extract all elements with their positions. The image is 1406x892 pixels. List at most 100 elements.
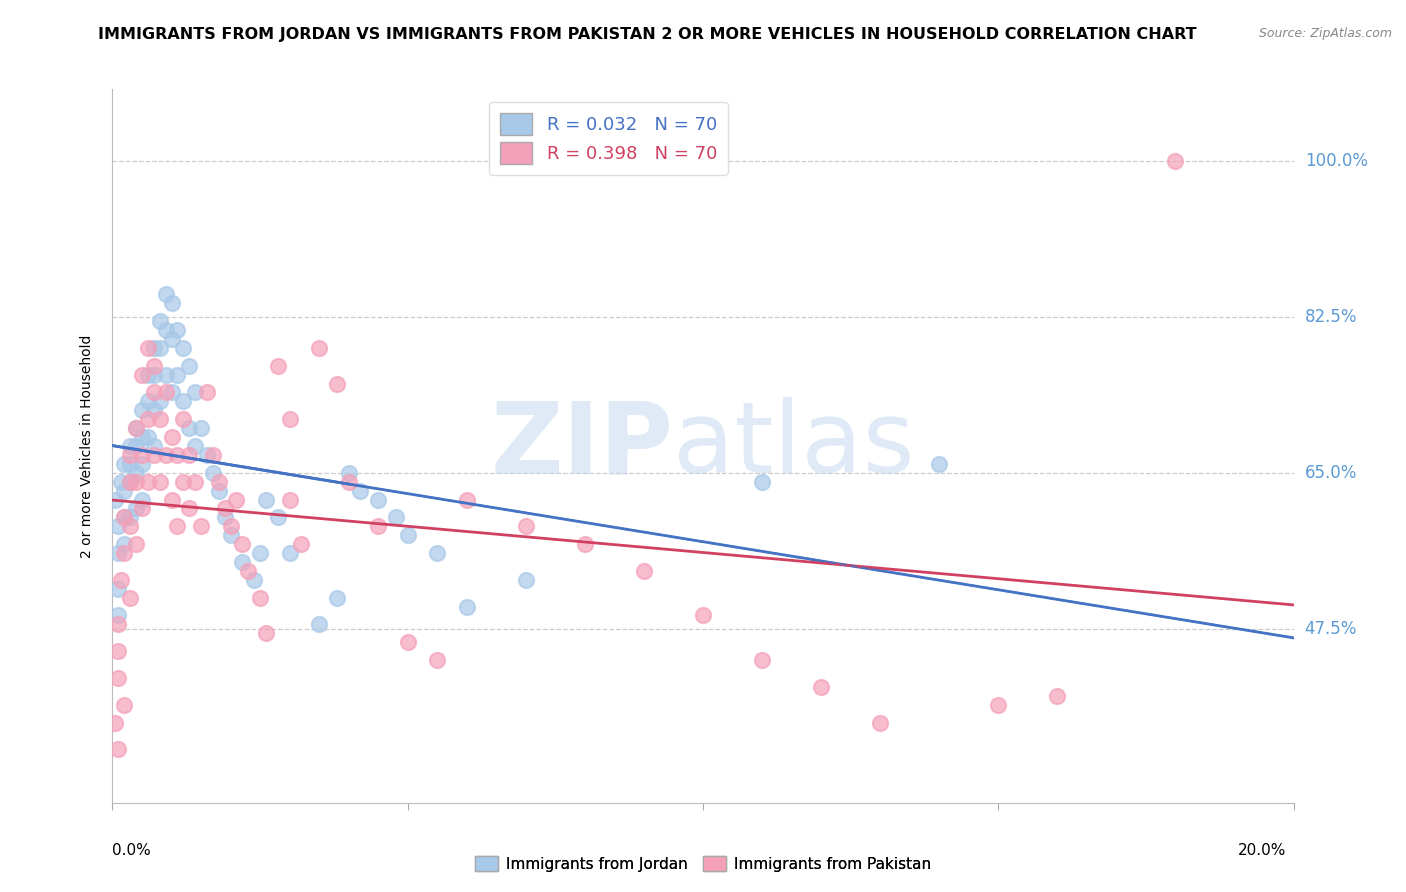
Point <box>249 591 271 605</box>
Point <box>110 573 132 587</box>
Point <box>107 671 129 685</box>
Point <box>112 483 135 498</box>
Point <box>125 421 148 435</box>
Point <box>160 492 183 507</box>
Point <box>120 475 142 489</box>
Point <box>201 448 224 462</box>
Point <box>112 457 135 471</box>
Point <box>172 394 194 409</box>
Point <box>155 323 177 337</box>
Point <box>515 519 537 533</box>
Point <box>155 287 177 301</box>
Point <box>214 501 236 516</box>
Point <box>426 653 449 667</box>
Point <box>987 698 1010 712</box>
Point <box>136 394 159 409</box>
Point <box>149 341 172 355</box>
Point <box>231 537 253 551</box>
Point <box>131 457 153 471</box>
Point <box>107 608 129 623</box>
Point <box>231 555 253 569</box>
Point <box>201 466 224 480</box>
Point <box>290 537 312 551</box>
Point <box>142 385 165 400</box>
Text: 65.0%: 65.0% <box>1305 464 1357 482</box>
Point <box>125 501 148 516</box>
Text: 47.5%: 47.5% <box>1305 620 1357 638</box>
Point <box>166 519 188 533</box>
Point <box>869 715 891 730</box>
Point <box>131 501 153 516</box>
Point <box>208 483 231 498</box>
Point <box>120 519 142 533</box>
Point <box>112 698 135 712</box>
Point <box>396 528 419 542</box>
Point <box>166 448 188 462</box>
Point <box>160 332 183 346</box>
Text: 82.5%: 82.5% <box>1305 308 1357 326</box>
Point <box>574 537 596 551</box>
Point <box>155 385 177 400</box>
Point <box>326 376 349 391</box>
Point <box>136 430 159 444</box>
Point <box>928 457 950 471</box>
Point <box>136 368 159 382</box>
Text: 20.0%: 20.0% <box>1239 843 1286 858</box>
Point <box>149 314 172 328</box>
Point <box>515 573 537 587</box>
Point <box>249 546 271 560</box>
Point <box>120 457 142 471</box>
Point <box>166 323 188 337</box>
Text: 0.0%: 0.0% <box>112 843 152 858</box>
Point <box>125 421 148 435</box>
Point <box>179 359 201 373</box>
Point <box>110 475 132 489</box>
Point <box>238 564 260 578</box>
Point <box>219 519 242 533</box>
Point <box>267 359 290 373</box>
Point <box>125 475 148 489</box>
Point <box>456 599 478 614</box>
Point <box>254 626 277 640</box>
Point <box>308 341 330 355</box>
Point <box>692 608 714 623</box>
Point <box>166 368 188 382</box>
Point <box>107 644 129 658</box>
Point <box>326 591 349 605</box>
Point <box>112 537 135 551</box>
Point <box>172 412 194 426</box>
Point <box>125 466 148 480</box>
Point <box>367 492 389 507</box>
Text: 100.0%: 100.0% <box>1305 152 1368 169</box>
Point <box>243 573 266 587</box>
Point <box>136 341 159 355</box>
Point <box>142 403 165 417</box>
Point <box>172 475 194 489</box>
Point <box>112 510 135 524</box>
Point <box>278 492 301 507</box>
Point <box>254 492 277 507</box>
Point <box>267 510 290 524</box>
Point <box>131 368 153 382</box>
Point <box>149 412 172 426</box>
Point <box>367 519 389 533</box>
Point <box>172 341 194 355</box>
Text: ZIP: ZIP <box>491 398 673 494</box>
Point <box>107 546 129 560</box>
Point <box>136 412 159 426</box>
Point <box>456 492 478 507</box>
Point <box>155 448 177 462</box>
Point <box>104 492 127 507</box>
Point <box>184 475 207 489</box>
Point <box>337 466 360 480</box>
Point <box>349 483 371 498</box>
Point <box>131 430 153 444</box>
Point <box>190 421 212 435</box>
Point <box>160 385 183 400</box>
Point <box>751 475 773 489</box>
Point <box>396 635 419 649</box>
Point <box>131 448 153 462</box>
Point <box>810 680 832 694</box>
Point <box>190 519 212 533</box>
Point <box>385 510 408 524</box>
